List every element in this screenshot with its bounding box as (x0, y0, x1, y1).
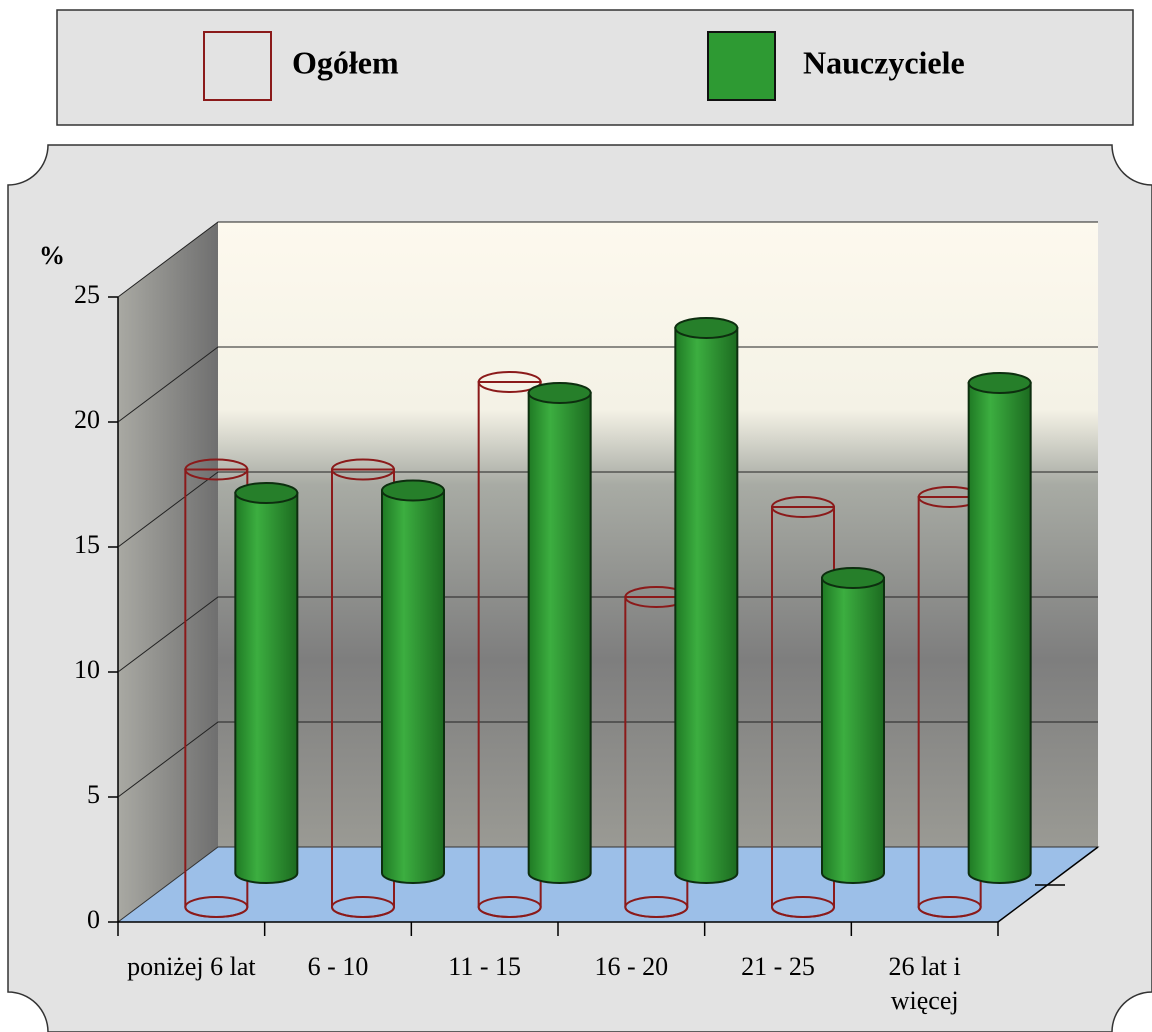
cylinder (527, 392, 592, 884)
x-tick-label: 11 - 15 (448, 952, 521, 981)
x-tick-label: 6 - 10 (307, 952, 369, 981)
cylinder-top (527, 382, 592, 404)
cylinder-base (917, 896, 982, 918)
cylinder-top (331, 458, 395, 481)
y-tick-label: 0 (87, 905, 100, 934)
grid-line (117, 346, 1098, 423)
cylinder-top (821, 567, 885, 589)
x-tick-label: 26 lat i więcej (888, 952, 961, 1015)
cylinder-base (477, 896, 542, 918)
x-tick-label: 16 - 20 (594, 952, 669, 981)
cylinder-top (477, 371, 542, 393)
y-tick-label: 10 (74, 655, 100, 684)
legend-label: Ogółem (292, 44, 399, 80)
cylinder-base (771, 896, 835, 918)
cylinder-top (234, 482, 299, 504)
y-tick-label: 25 (74, 280, 100, 309)
cylinder-top (771, 496, 835, 518)
cylinder-top (184, 458, 249, 481)
legend-swatch (707, 31, 776, 101)
y-axis-label: % (39, 241, 65, 270)
y-tick-label: 15 (74, 530, 100, 559)
cylinder (234, 492, 299, 884)
legend-label: Nauczyciele (803, 44, 965, 80)
cylinder (967, 382, 1032, 884)
legend-box (56, 9, 1134, 126)
y-tick-label: 20 (74, 405, 100, 434)
cylinder-base (624, 896, 689, 918)
x-tick-label: poniżej 6 lat (127, 952, 256, 981)
grid-line (117, 471, 1098, 548)
cylinder (674, 327, 739, 884)
grid-line (117, 721, 1098, 798)
back-wall (218, 222, 1098, 847)
cylinder-top (381, 479, 445, 502)
x-tick-label: 21 - 25 (741, 952, 815, 981)
grid-line (117, 221, 1098, 298)
left-wall (118, 222, 218, 922)
legend-swatch (203, 31, 272, 101)
grid-line (117, 596, 1098, 673)
cylinder-base (331, 896, 395, 918)
cylinder (821, 577, 885, 884)
y-tick-label: 5 (87, 780, 100, 809)
cylinder-base (184, 896, 249, 918)
cylinder-top (674, 317, 739, 339)
cylinder (381, 489, 445, 884)
cylinder-top (967, 372, 1032, 394)
